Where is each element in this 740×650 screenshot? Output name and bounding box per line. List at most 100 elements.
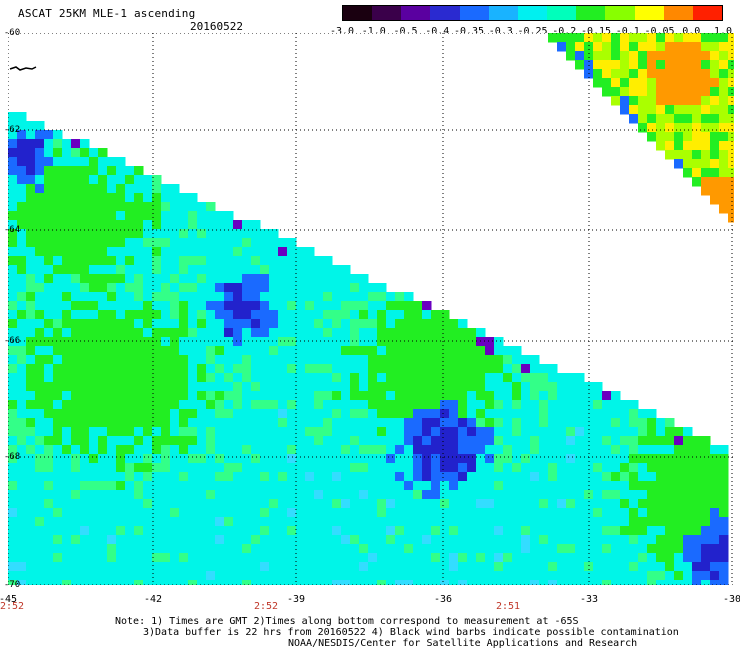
data-pixel (26, 499, 36, 509)
data-pixel (35, 166, 45, 176)
data-pixel (467, 526, 477, 536)
data-pixel (278, 571, 288, 581)
data-pixel (71, 337, 81, 347)
data-pixel (476, 481, 486, 491)
data-pixel (278, 508, 288, 518)
data-pixel (296, 544, 306, 554)
data-pixel (647, 78, 657, 88)
data-pixel (341, 364, 351, 374)
data-pixel (728, 132, 734, 142)
data-pixel (386, 526, 396, 536)
data-pixel (17, 373, 27, 383)
data-pixel (395, 400, 405, 410)
data-pixel (647, 445, 657, 455)
data-pixel (197, 571, 207, 581)
data-pixel (89, 229, 99, 239)
data-pixel (566, 571, 576, 581)
data-pixel (233, 301, 243, 311)
data-pixel (242, 283, 252, 293)
data-pixel (476, 571, 486, 581)
data-pixel (206, 454, 216, 464)
data-pixel (332, 454, 342, 464)
data-pixel (602, 472, 612, 482)
data-pixel (80, 319, 90, 329)
data-pixel (440, 445, 450, 455)
data-pixel (548, 418, 558, 428)
data-pixel (404, 319, 414, 329)
data-pixel (170, 355, 180, 365)
data-pixel (53, 310, 63, 320)
data-pixel (719, 463, 729, 473)
data-pixel (35, 517, 45, 527)
data-pixel (449, 490, 459, 500)
data-pixel (710, 150, 720, 160)
data-pixel (386, 409, 396, 419)
data-pixel (233, 265, 243, 275)
data-pixel (125, 238, 135, 248)
data-pixel (431, 535, 441, 545)
data-pixel (224, 517, 234, 527)
data-pixel (134, 166, 144, 176)
data-pixel (602, 87, 612, 97)
data-pixel (278, 544, 288, 554)
data-pixel (332, 562, 342, 572)
data-pixel (26, 571, 36, 581)
data-pixel (305, 382, 315, 392)
data-pixel (503, 400, 513, 410)
data-pixel (548, 535, 558, 545)
data-pixel (278, 391, 288, 401)
data-pixel (152, 454, 162, 464)
data-pixel (638, 409, 648, 419)
data-pixel (188, 265, 198, 275)
data-pixel (188, 490, 198, 500)
data-pixel (413, 364, 423, 374)
data-pixel (638, 69, 648, 79)
data-pixel (197, 535, 207, 545)
data-pixel (98, 364, 108, 374)
data-pixel (341, 346, 351, 356)
data-pixel (593, 400, 603, 410)
data-pixel (80, 175, 90, 185)
data-pixel (53, 301, 63, 311)
data-pixel (449, 517, 459, 527)
data-pixel (674, 60, 684, 70)
data-pixel (449, 526, 459, 536)
data-pixel (53, 292, 63, 302)
data-pixel (197, 292, 207, 302)
data-pixel (71, 292, 81, 302)
data-pixel (116, 409, 126, 419)
data-pixel (665, 454, 675, 464)
data-pixel (116, 445, 126, 455)
data-pixel (98, 499, 108, 509)
data-pixel (368, 517, 378, 527)
data-pixel (692, 159, 702, 169)
data-pixel (512, 481, 522, 491)
data-pixel (251, 499, 261, 509)
data-pixel (188, 427, 198, 437)
data-pixel (17, 148, 27, 158)
data-pixel (62, 265, 72, 275)
data-pixel (188, 310, 198, 320)
data-pixel (368, 283, 378, 293)
data-pixel (521, 562, 531, 572)
data-pixel (80, 310, 90, 320)
data-pixel (107, 445, 117, 455)
data-pixel (323, 454, 333, 464)
data-pixel (458, 472, 468, 482)
data-pixel (611, 60, 621, 70)
data-pixel (233, 310, 243, 320)
data-pixel (269, 481, 279, 491)
data-pixel (359, 346, 369, 356)
data-pixel (422, 508, 432, 518)
data-pixel (44, 580, 54, 585)
data-pixel (260, 454, 270, 464)
data-pixel (341, 562, 351, 572)
data-pixel (188, 283, 198, 293)
data-pixel (467, 346, 477, 356)
data-pixel (35, 229, 45, 239)
data-pixel (71, 454, 81, 464)
data-pixel (323, 526, 333, 536)
data-pixel (278, 517, 288, 527)
data-pixel (449, 427, 459, 437)
data-pixel (656, 123, 666, 133)
